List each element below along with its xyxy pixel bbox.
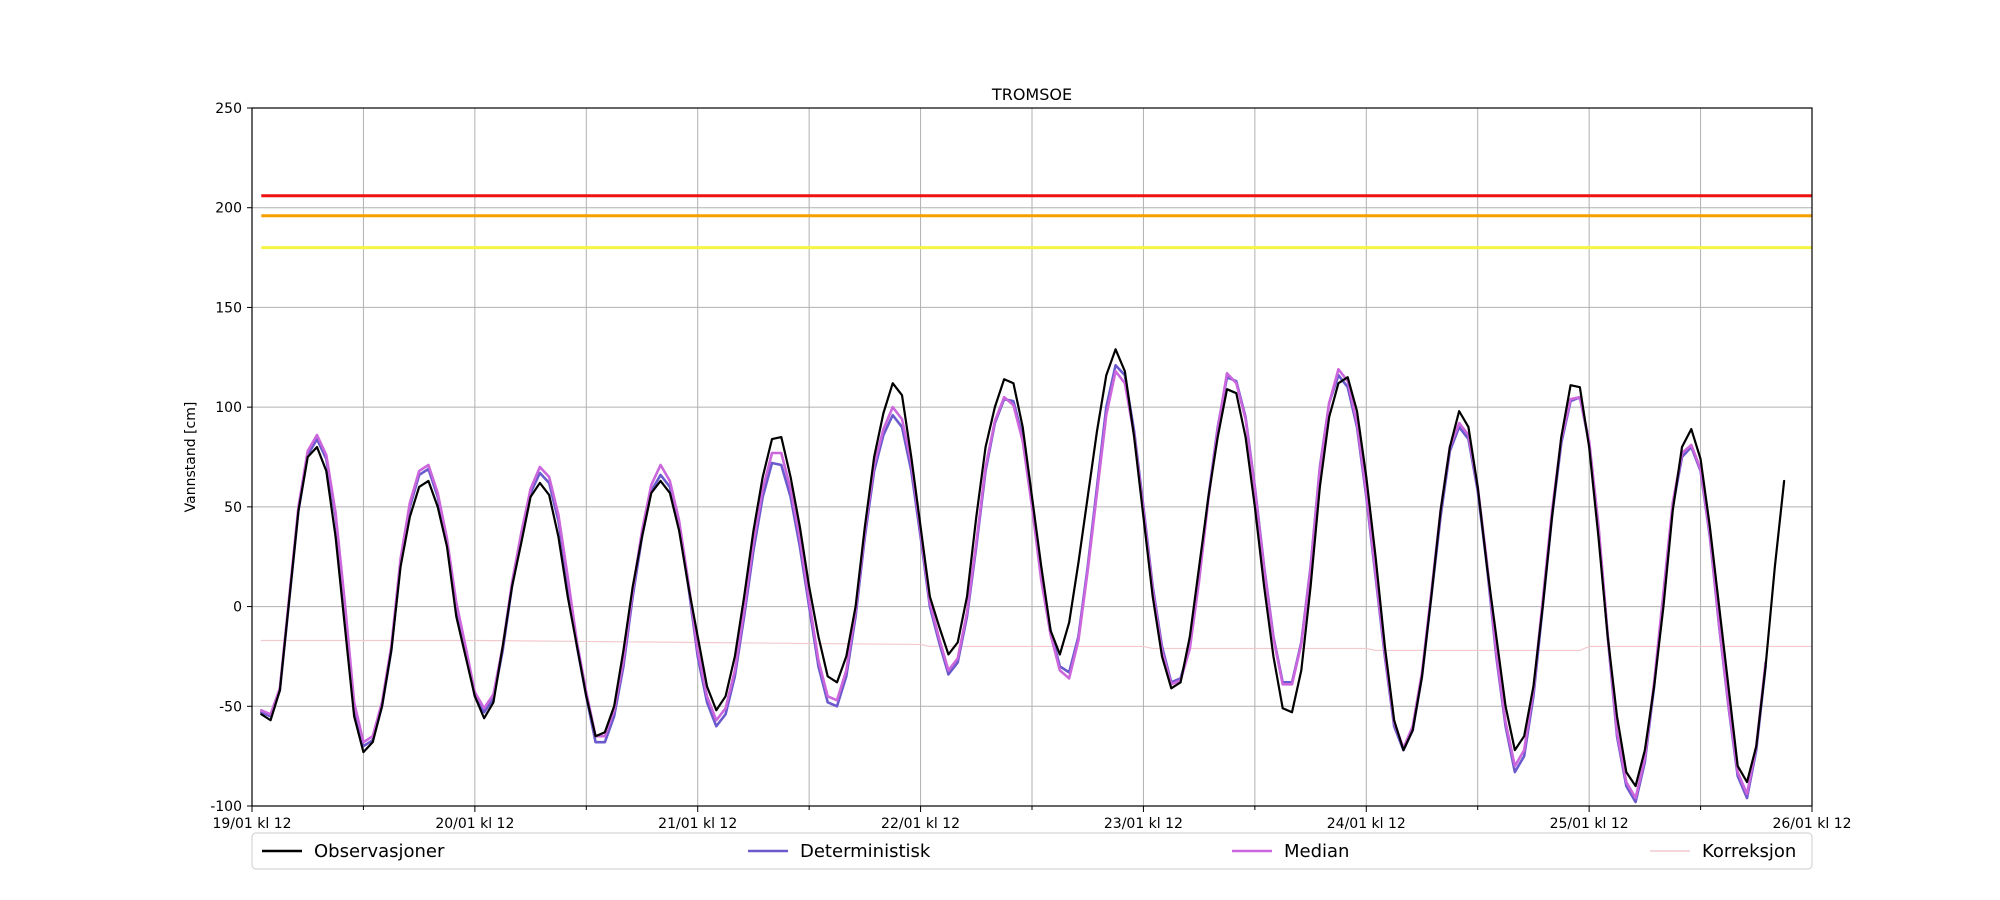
- legend-label: Observasjoner: [314, 841, 445, 862]
- legend-box: [251, 832, 1813, 870]
- series-line-observasjoner: [260, 348, 1786, 788]
- x-tick-label: 22/01 kl 12: [881, 816, 960, 832]
- grid: [251, 107, 1813, 807]
- y-tick-label: -100: [210, 799, 242, 815]
- series-line-median: [259, 367, 1767, 800]
- legend: Observasjoner Deterministisk Median Korreks…: [251, 832, 1813, 870]
- y-tick-label: 150: [215, 300, 242, 316]
- x-tick-label: 20/01 kl 12: [435, 816, 514, 832]
- y-axis: -100 -50 0 50 100 150 200 250: [210, 101, 252, 815]
- x-tick-label: 19/01 kl 12: [212, 816, 291, 832]
- y-tick-label: -50: [219, 699, 242, 715]
- x-tick-label: 26/01 kl 12: [1772, 816, 1851, 832]
- x-tick-label: 21/01 kl 12: [658, 816, 737, 832]
- y-tick-label: 200: [215, 201, 242, 217]
- y-axis-label: Vannstand [cm]: [183, 402, 199, 513]
- series-line-korreksjon: [260, 639, 1813, 652]
- series-lines: [259, 348, 1813, 804]
- series-line-deterministisk: [259, 363, 1767, 804]
- legend-label: Korreksjon: [1702, 841, 1796, 862]
- y-tick-label: 250: [215, 101, 242, 117]
- y-tick-label: 100: [215, 400, 242, 416]
- x-tick-label: 23/01 kl 12: [1104, 816, 1183, 832]
- x-axis: 19/01 kl 12 20/01 kl 12 21/01 kl 12 22/01 k…: [212, 806, 1852, 832]
- y-tick-label: 50: [224, 500, 242, 516]
- threshold-lines: [261, 194, 1812, 250]
- legend-label: Deterministisk: [800, 841, 931, 862]
- legend-label: Median: [1284, 841, 1349, 862]
- y-tick-label: 0: [233, 600, 242, 616]
- x-tick-label: 24/01 kl 12: [1327, 816, 1406, 832]
- x-tick-label: 25/01 kl 12: [1550, 816, 1629, 832]
- chart-title: TROMSOE: [991, 85, 1072, 104]
